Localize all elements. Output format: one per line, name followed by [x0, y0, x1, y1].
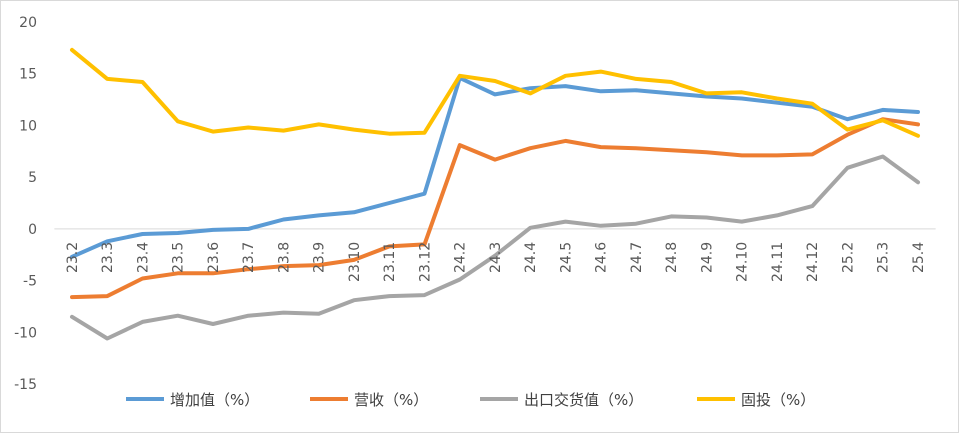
series-line — [70, 154, 920, 341]
y-tick-label: 20 — [19, 15, 37, 31]
y-tick-label: -15 — [14, 377, 37, 393]
x-tick-label: 24.10 — [735, 242, 751, 282]
x-tick-label: 23.11 — [382, 242, 398, 282]
x-tick-label: 23.9 — [312, 242, 328, 273]
y-tick-label: 15 — [19, 67, 37, 83]
x-tick-label: 23.4 — [136, 242, 152, 273]
series-line — [70, 47, 920, 138]
y-tick-label: 0 — [28, 222, 37, 238]
y-tick-label: 10 — [19, 118, 37, 134]
y-tick-label: -10 — [14, 325, 37, 341]
x-tick-label: 25.3 — [876, 242, 892, 273]
x-tick-label: 23.12 — [418, 242, 434, 282]
x-tick-label: 23.7 — [241, 242, 257, 273]
x-tick-label: 23.6 — [206, 242, 222, 273]
y-tick-label: 5 — [28, 170, 37, 186]
legend-label: 营收（%） — [354, 391, 428, 409]
x-tick-label: 24.8 — [664, 242, 680, 273]
x-tick-label: 23.10 — [347, 242, 363, 282]
series-line — [70, 75, 920, 259]
x-tick-label: 24.12 — [805, 242, 821, 282]
x-tick-label: 25.4 — [911, 242, 927, 273]
x-tick-label: 23.3 — [100, 242, 116, 273]
legend-label: 增加值（%） — [170, 391, 259, 409]
x-axis: 23.2 23.3 23.4 23.5 23.6 23.7 23.8 23.9 23.10 23.… — [65, 242, 927, 282]
x-tick-label: 24.5 — [559, 242, 575, 273]
x-tick-label: 24.4 — [523, 242, 539, 273]
x-tick-label: 25.2 — [841, 242, 857, 273]
series-lines — [70, 47, 920, 341]
x-tick-label: 24.11 — [770, 242, 786, 282]
x-tick-label: 23.8 — [277, 242, 293, 273]
x-tick-label: 23.2 — [65, 242, 81, 273]
x-tick-label: 24.9 — [700, 242, 716, 273]
x-tick-label: 24.2 — [453, 242, 469, 273]
legend: 增加值（%） 营收（%） 出口交货值（%） 固投（%） — [126, 391, 815, 409]
x-tick-label: 24.3 — [488, 242, 504, 273]
y-tick-label: -5 — [23, 274, 37, 290]
legend-label: 出口交货值（%） — [524, 391, 643, 409]
x-tick-label: 24.7 — [629, 242, 645, 273]
series-line — [70, 117, 920, 300]
y-axis: -15 -10 -5 0 5 10 15 20 — [14, 15, 37, 393]
x-tick-label: 23.5 — [171, 242, 187, 273]
legend-label: 固投（%） — [741, 391, 815, 409]
x-tick-label: 24.6 — [594, 242, 610, 273]
